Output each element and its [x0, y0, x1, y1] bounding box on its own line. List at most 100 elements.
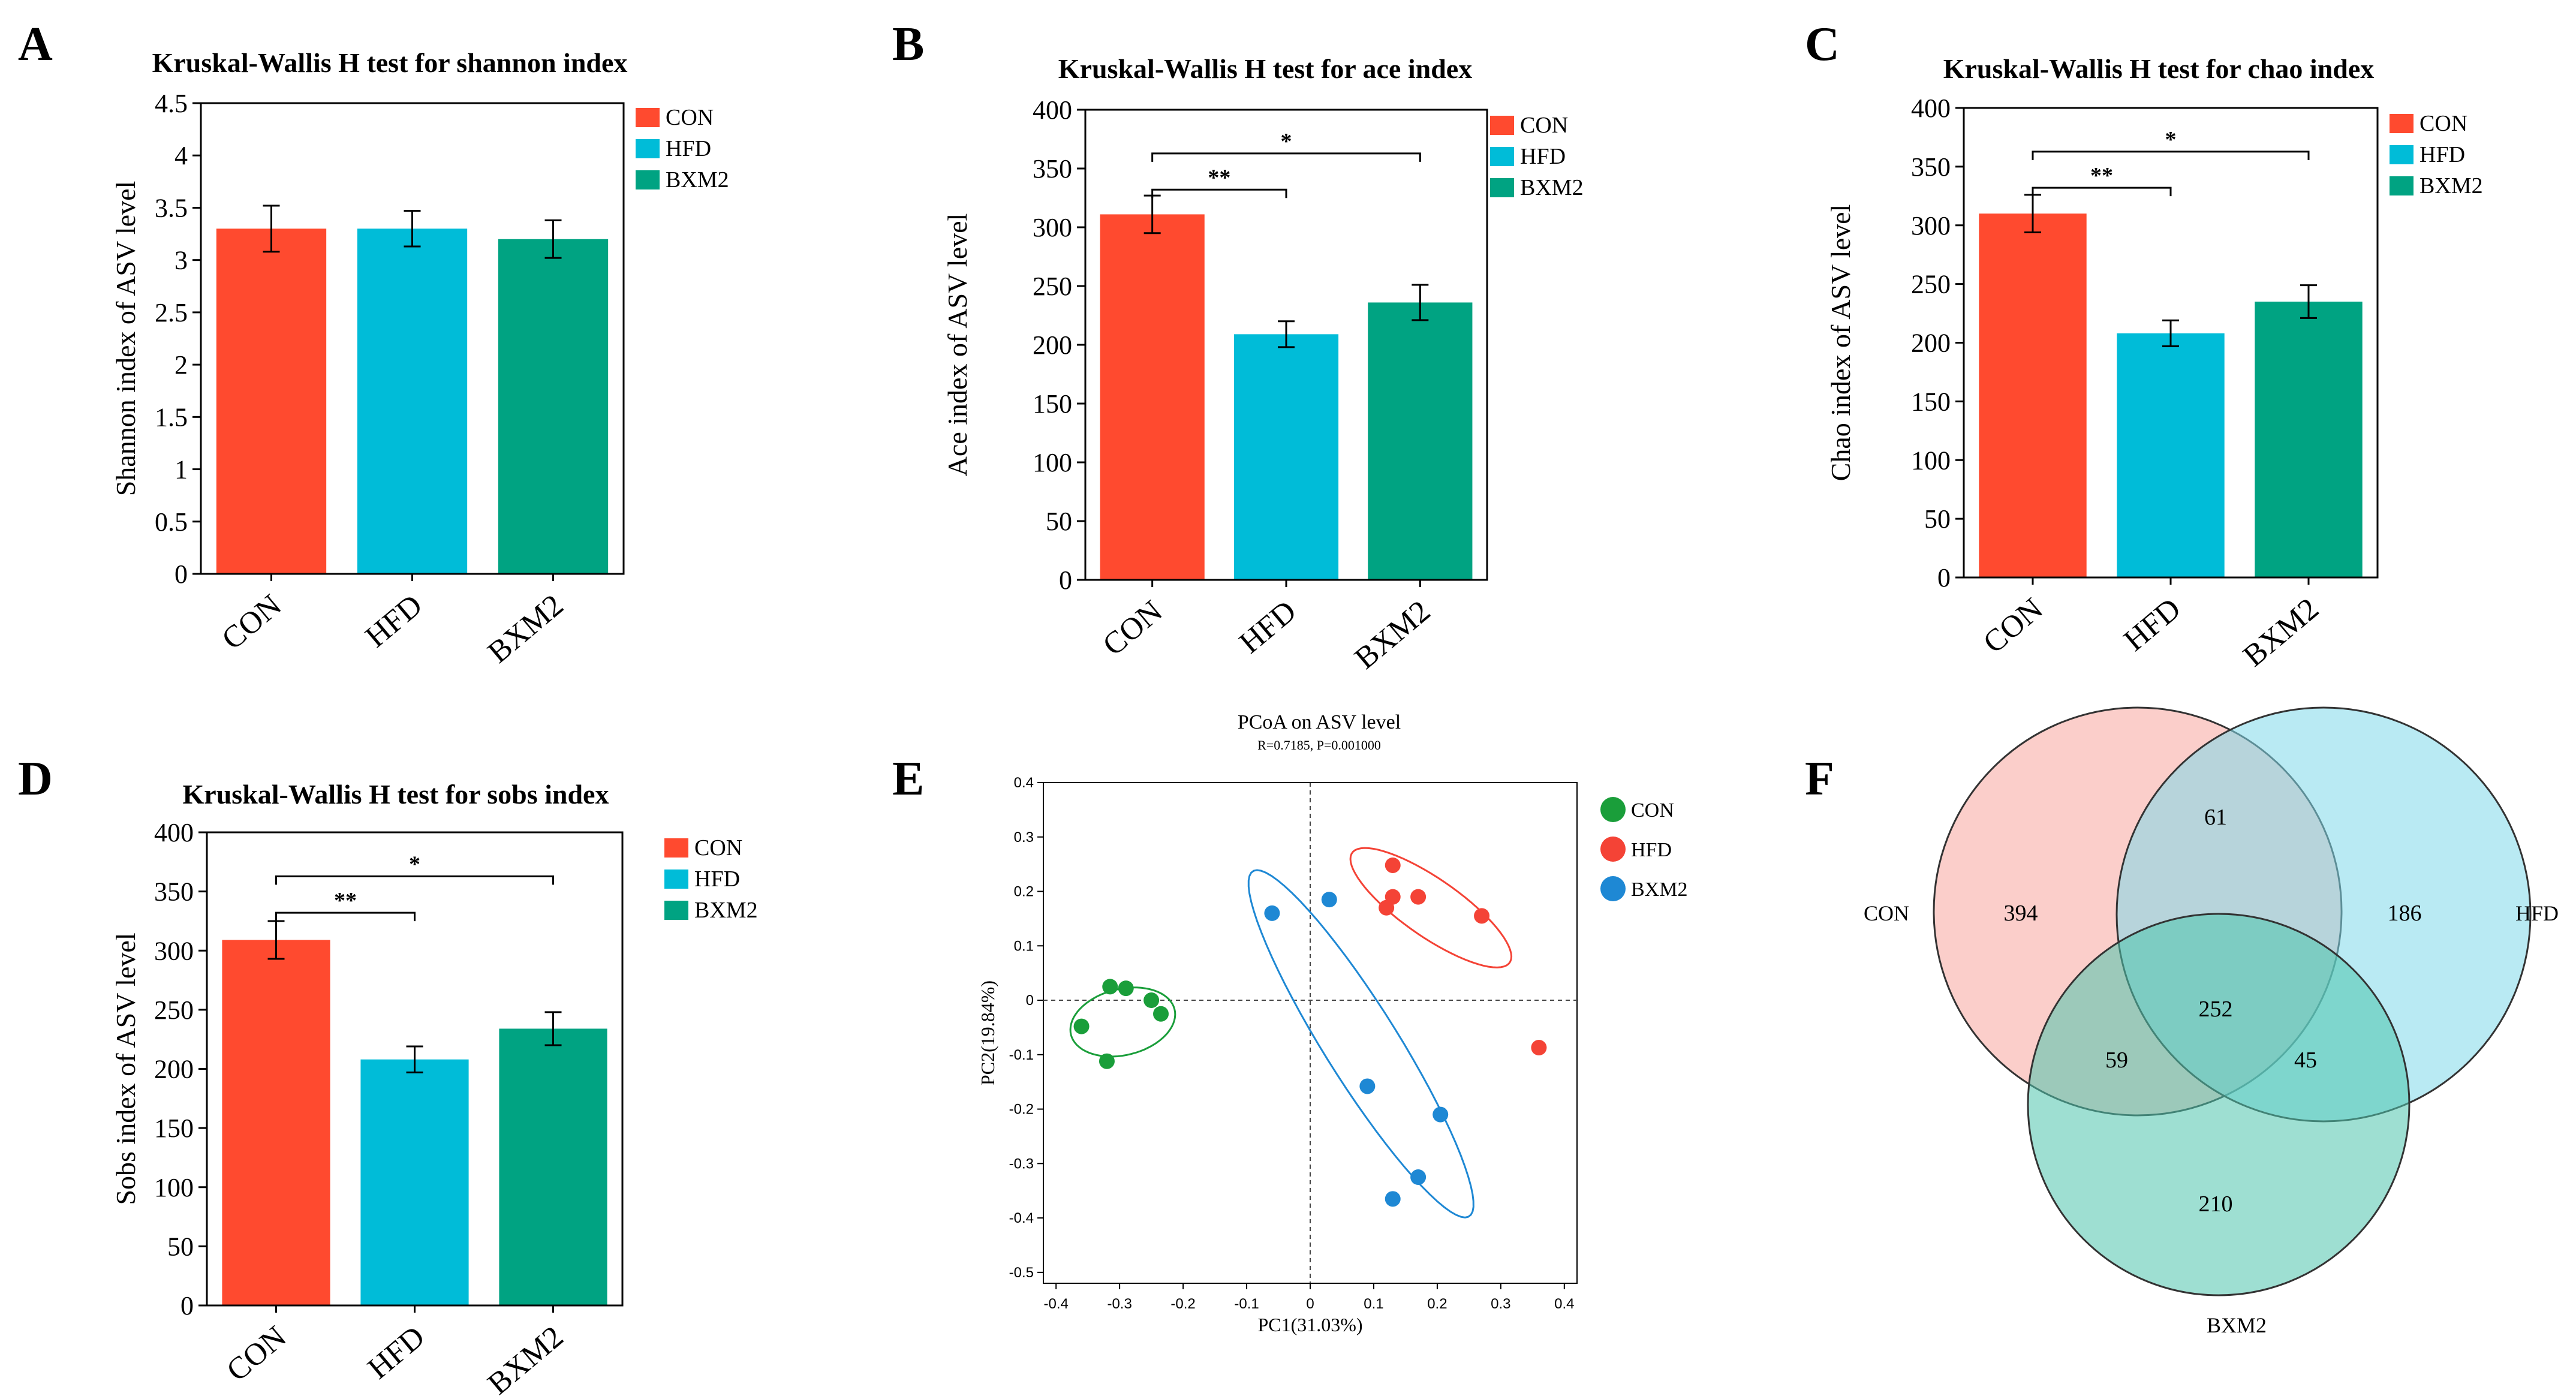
- y-axis-label-C: Chao index of ASV level: [1825, 204, 1856, 482]
- venn-set-label-HFD: HFD: [2515, 901, 2559, 925]
- y-tick-label-A: 4.5: [155, 89, 188, 118]
- y-tick-label-D: 400: [154, 818, 194, 847]
- y-tick-label-C: 100: [1911, 446, 1951, 475]
- x-tick-label-B-HFD: HFD: [1233, 594, 1302, 661]
- error-bar-A-HFD: [404, 210, 421, 248]
- y-tick-label-C: 400: [1911, 94, 1951, 123]
- bar-C-HFD: [2117, 333, 2225, 577]
- y-tick-label-A: 4: [174, 141, 188, 170]
- y-tick-label-B: 50: [1046, 507, 1072, 536]
- x-tick-label-E: 0: [1306, 1296, 1314, 1312]
- point-BXM2: [1321, 892, 1337, 908]
- y-tick-label-C: 300: [1911, 211, 1951, 240]
- y-tick-label-E: -0.5: [1009, 1265, 1034, 1281]
- legend-swatch-A-CON: [636, 108, 660, 127]
- ellipse-BXM2: [1247, 869, 1474, 1219]
- bar-B-BXM2: [1368, 302, 1473, 580]
- bracket-line: [1151, 188, 1287, 198]
- bar-D-BXM2: [499, 1028, 607, 1305]
- point-BXM2: [1410, 1169, 1427, 1186]
- y-tick-label-E: 0.3: [1014, 829, 1034, 846]
- bar-C-BXM2: [2255, 301, 2363, 577]
- error-bar-D-BXM2: [544, 1011, 562, 1046]
- point-CON: [1073, 1018, 1090, 1034]
- legend-swatch-C-HFD: [2390, 145, 2414, 164]
- y-tick-label-D: 0: [180, 1291, 194, 1320]
- x-tick-label-A-HFD: HFD: [359, 588, 429, 655]
- point-HFD: [1531, 1040, 1547, 1056]
- y-axis-label-E: PC2(19.84%): [977, 980, 998, 1085]
- y-tick-label-A: 1.5: [155, 402, 188, 432]
- y-tick-label-B: 400: [1033, 95, 1072, 125]
- y-tick-label-A: 0.5: [155, 507, 188, 537]
- bracket-line: [2032, 151, 2310, 160]
- legend-swatch-D-CON: [664, 838, 688, 858]
- x-tick-label-D-HFD: HFD: [362, 1320, 431, 1386]
- significance-bracket-C: [2032, 186, 2172, 197]
- point-CON: [1099, 1053, 1115, 1069]
- legend-label-B-BXM2: BXM2: [1520, 175, 1584, 200]
- y-tick-label-C: 50: [1924, 504, 1951, 534]
- y-tick-label-A: 3: [174, 246, 188, 275]
- bracket-line: [275, 911, 416, 922]
- panel-label-A: A: [18, 18, 53, 71]
- y-tick-label-C: 0: [1937, 563, 1951, 592]
- legend-label-C-HFD: HFD: [2419, 142, 2465, 167]
- legend-label-A-BXM2: BXM2: [666, 167, 729, 192]
- venn-count-all: 252: [2199, 997, 2233, 1022]
- error-bar-A-CON: [263, 204, 280, 253]
- panel-label-E: E: [892, 753, 924, 805]
- y-tick-label-B: 100: [1033, 448, 1072, 477]
- point-CON: [1118, 980, 1134, 997]
- significance-label-C: *: [2165, 127, 2177, 152]
- panel-label-C: C: [1805, 18, 1840, 71]
- y-tick-label-C: 350: [1911, 152, 1951, 182]
- significance-bracket-B: [1151, 188, 1287, 198]
- x-tick-label-D-BXM2: BXM2: [482, 1320, 570, 1396]
- panel-E: E PCoA on ASV level R=0.7185, P=0.001000 -0…: [892, 711, 1687, 1335]
- y-tick-label-D: 50: [167, 1232, 194, 1261]
- y-tick-label-D: 100: [154, 1173, 194, 1202]
- ellipse-CON: [1069, 986, 1176, 1058]
- x-tick-label-E: 0.3: [1491, 1296, 1510, 1312]
- y-tick-label-A: 0: [174, 559, 188, 589]
- x-tick-label-C-HFD: HFD: [2117, 592, 2187, 658]
- significance-label-B: **: [1208, 165, 1230, 190]
- point-CON: [1153, 1006, 1169, 1022]
- panel-C: C Kruskal-Wallis H test for chao index CON…: [1805, 18, 2483, 673]
- chart-title-A: Kruskal-Wallis H test for shannon index: [152, 47, 628, 78]
- bracket-line: [2032, 186, 2172, 197]
- y-tick-label-E: 0: [1026, 992, 1034, 1009]
- y-tick-label-E: -0.4: [1009, 1210, 1034, 1226]
- significance-label-C: **: [2090, 163, 2113, 188]
- y-tick-label-E: 0.1: [1014, 938, 1034, 954]
- point-BXM2: [1264, 905, 1280, 921]
- legend-label-B-HFD: HFD: [1520, 144, 1566, 169]
- y-tick-label-E: 0.2: [1014, 884, 1034, 900]
- chart-title-C: Kruskal-Wallis H test for chao index: [1943, 53, 2375, 84]
- x-tick-label-E: -0.2: [1170, 1296, 1195, 1312]
- venn-set-label-BXM2: BXM2: [2207, 1313, 2267, 1337]
- panel-label-F: F: [1805, 753, 1834, 805]
- chart-subtitle-E: R=0.7185, P=0.001000: [1257, 738, 1381, 753]
- x-tick-label-B-CON: CON: [1097, 594, 1169, 663]
- legend-swatch-D-BXM2: [664, 901, 688, 920]
- y-tick-label-A: 2.5: [155, 298, 188, 327]
- venn-count-HFD_only: 186: [2388, 901, 2422, 926]
- bracket-line: [275, 875, 554, 885]
- significance-bracket-B: [1151, 152, 1421, 162]
- y-tick-label-B: 0: [1059, 565, 1072, 595]
- error-bar-B-BXM2: [1412, 284, 1429, 321]
- venn-count-CON_BXM2: 59: [2105, 1048, 2128, 1073]
- point-CON: [1143, 992, 1160, 1009]
- bar-A-BXM2: [498, 239, 609, 574]
- y-tick-label-C: 250: [1911, 270, 1951, 299]
- venn-count-CON_HFD: 61: [2204, 805, 2227, 830]
- y-tick-label-D: 350: [154, 877, 194, 907]
- significance-label-D: **: [334, 888, 357, 913]
- y-tick-label-B: 200: [1033, 330, 1072, 360]
- legend-label-C-CON: CON: [2419, 111, 2467, 136]
- significance-label-B: *: [1281, 129, 1292, 154]
- y-tick-label-D: 300: [154, 936, 194, 965]
